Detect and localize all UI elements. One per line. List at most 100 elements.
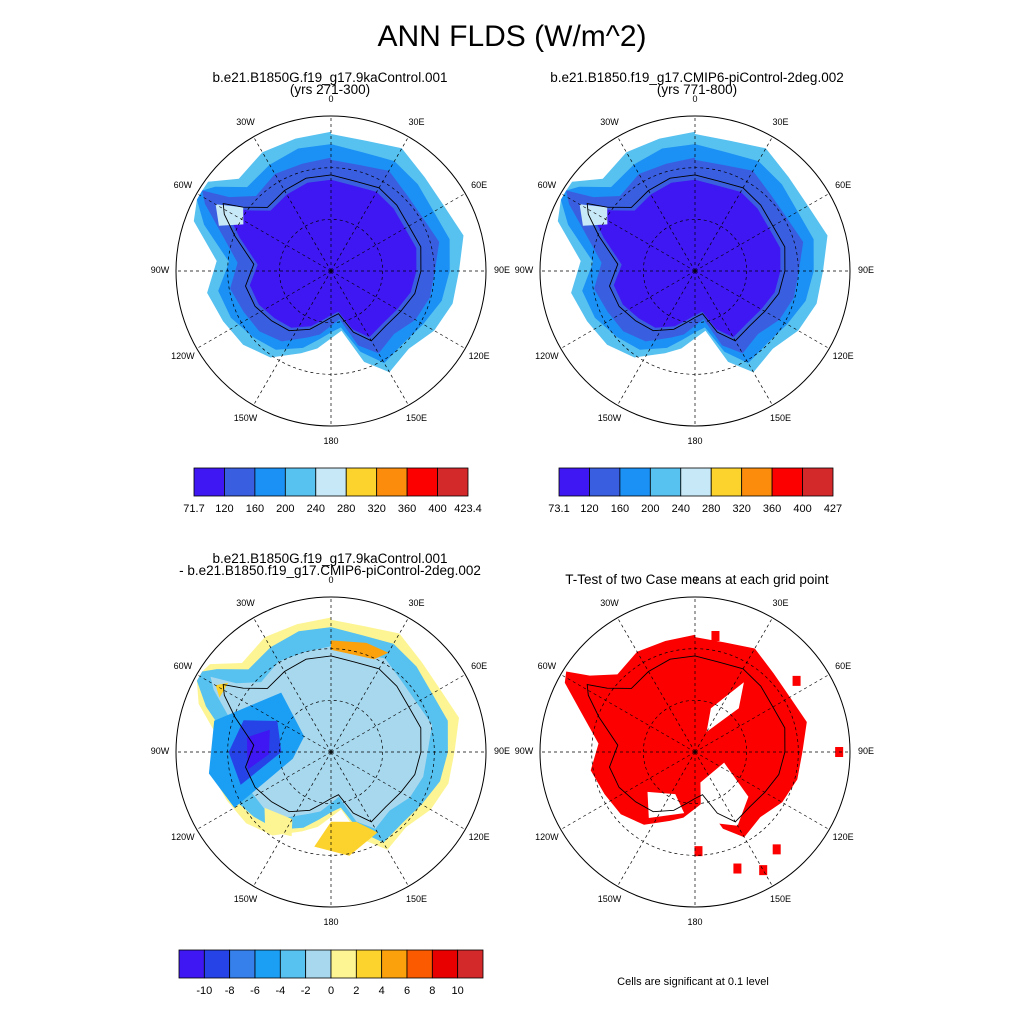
map1-meridian	[330, 270, 409, 406]
cbar3-tick-label: -10	[196, 985, 212, 997]
map2-meridian	[560, 270, 696, 349]
map2-lon-label: 90W	[514, 265, 534, 275]
map4-lon-label: 30E	[772, 597, 789, 608]
map3-field-band	[215, 682, 229, 698]
map3-field-band	[210, 646, 433, 829]
cbar2-swatch	[741, 467, 773, 497]
map4-lon-label: 150W	[597, 894, 622, 905]
map4-meridian	[560, 751, 696, 830]
map3-lon-label: 120W	[171, 831, 195, 842]
map3-lon-label: 120E	[468, 831, 490, 842]
map2-lon-label: 120E	[832, 350, 854, 361]
panel1-title: b.e21.B1850G.f19_g17.9kaControl.001 (yrs…	[130, 71, 530, 97]
map4-meridian	[617, 617, 696, 753]
map1-meridian	[253, 270, 332, 406]
map1-lon-label: 0	[328, 94, 334, 104]
map4-significant-cell	[733, 863, 742, 874]
cbar1-tick-label: 120	[215, 503, 233, 515]
cbar3-tick-label: 2	[353, 985, 359, 997]
cbar1-tick-label: 71.7	[183, 503, 204, 515]
map1-grid-circle	[278, 218, 384, 324]
cbar2-tick-label: 320	[732, 503, 750, 515]
panel2-title: b.e21.B1850.f19_g17.CMIP6-piControl-2deg…	[497, 71, 897, 97]
map1-lon-label: 150E	[405, 413, 428, 424]
cbar3-swatch	[229, 949, 256, 979]
map4-lon-label: 60E	[835, 660, 852, 671]
cbar1-swatch	[406, 467, 438, 497]
map4-lon-label: 120E	[832, 831, 854, 842]
cbar3-swatch	[381, 949, 408, 979]
cbar1-tick-label: 400	[428, 503, 446, 515]
map1-lon-label: 90W	[150, 265, 170, 275]
significance-note: Cells are significant at 0.1 level	[617, 976, 769, 988]
cbar3-tick-label: -4	[275, 985, 285, 997]
cbar2-tick-label: 240	[672, 503, 690, 515]
map4-grid-circle	[642, 699, 748, 805]
cbar3-swatch	[457, 949, 484, 979]
cbar3-swatch	[406, 949, 433, 979]
map4-lon-label: 150E	[769, 894, 792, 905]
map3-field-band	[264, 807, 293, 837]
polar-map-difference	[175, 596, 487, 908]
map4-meridian	[694, 751, 773, 887]
map2-lon-label: 0	[692, 94, 698, 104]
cbar1-swatch	[315, 467, 347, 497]
map4-meridian	[694, 751, 830, 830]
panel4-title-line1: T-Test of two Case means at each grid po…	[565, 572, 829, 587]
map4-lon-label: 180	[687, 917, 703, 927]
map3-map-boundary	[175, 596, 487, 908]
cbar3-swatch	[305, 949, 332, 979]
map3-field-band	[247, 729, 270, 770]
cbar2-swatch	[680, 467, 712, 497]
cbar3-tick-label: 4	[379, 985, 385, 997]
map2-map-boundary	[539, 115, 851, 427]
map4-lon-label: 120W	[535, 831, 559, 842]
map4-lon-label: 60W	[537, 660, 557, 671]
map3-field-band	[314, 821, 378, 856]
map2-lon-label: 60E	[835, 179, 852, 190]
map2-coastline	[586, 174, 786, 342]
map1-lon-label: 90E	[493, 265, 510, 275]
colorbar-case2: 73.1 120 160 200 240 280 320 360 400 427	[548, 467, 842, 515]
map4-lon-label: 0	[692, 575, 698, 585]
cbar1-tick-label: 280	[337, 503, 355, 515]
cbar3-tick-label: 0	[328, 985, 334, 997]
map4-significant-cell	[694, 846, 703, 857]
panel2-title-line2: (yrs 771-800)	[656, 82, 738, 97]
panel3-title: b.e21.B1850G.f19_g17.9kaControl.001 - b.…	[130, 552, 530, 578]
map2-meridian	[694, 136, 773, 272]
colorbar-case1: 71.7 120 160 200 240 280 320 360 400 423.4	[183, 467, 482, 515]
map3-lon-label: 60W	[173, 660, 193, 671]
map2-lon-label: 90E	[857, 265, 874, 275]
map2-meridian	[617, 270, 696, 406]
cbar1-swatch	[284, 467, 317, 497]
colorbar-difference: -10 -8 -6 -4 -2 0 2 4 6 8 10	[178, 949, 484, 997]
map2-meridian	[694, 270, 773, 406]
map3-lon-label: 60E	[471, 660, 488, 671]
map3-lon-label: 180	[323, 917, 339, 927]
map2-meridian	[560, 193, 696, 272]
cbar1-tick-label: 360	[398, 503, 416, 515]
map4-map-boundary	[539, 596, 851, 908]
map3-lon-label: 30W	[236, 597, 255, 608]
map2-field-band	[579, 204, 608, 226]
map1-meridian	[330, 193, 466, 272]
cbar2-tick-label: 427	[824, 503, 842, 515]
cbar3-tick-label: -6	[250, 985, 260, 997]
cbar2-swatch	[649, 467, 682, 497]
map1-lon-label: 30W	[236, 116, 255, 127]
map1-field-band	[228, 179, 417, 338]
cbar1-swatch	[254, 467, 286, 497]
map1-meridian	[196, 193, 332, 272]
cbar2-tick-label: 280	[702, 503, 720, 515]
map4-significant-cell	[792, 675, 801, 686]
cbar2-swatch	[589, 467, 621, 497]
map3-lon-label: 30E	[408, 597, 425, 608]
map3-field-band	[331, 640, 389, 660]
map1-lon-label: 60E	[471, 179, 488, 190]
cbar2-swatch	[619, 467, 651, 497]
panel3-title-line2: - b.e21.B1850.f19_g17.CMIP6-piControl-2d…	[179, 563, 481, 578]
map4-lon-label: 30W	[600, 597, 619, 608]
map4-significant-cell	[772, 844, 781, 855]
map1-lon-label: 120W	[171, 350, 195, 361]
